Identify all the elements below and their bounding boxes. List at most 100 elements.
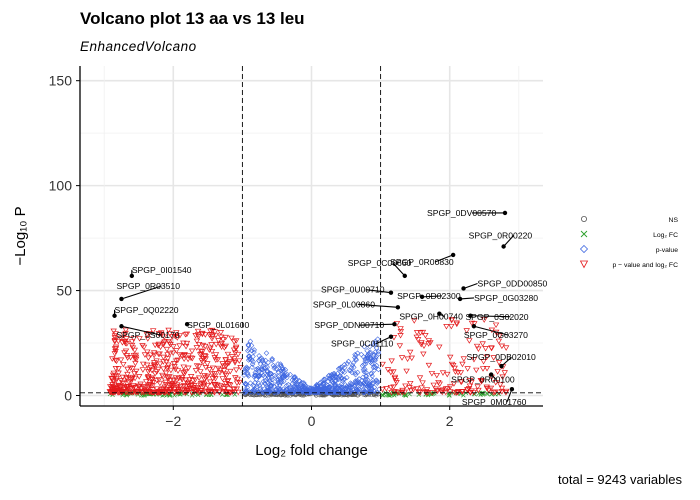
pvalue-and-fc-point (208, 342, 215, 348)
pvalue-and-fc-point (221, 371, 229, 378)
highlighted-point (450, 252, 456, 258)
pvalue-and-fc-point (132, 360, 139, 367)
highlighted-point (471, 324, 477, 329)
pvalue-and-fc-point (108, 375, 115, 382)
pvalue-and-fc-point (141, 387, 148, 394)
highlighted-point (502, 210, 508, 216)
pvalue-and-fc-point (195, 334, 202, 340)
pvalue-point (345, 358, 352, 365)
pvalue-and-fc-point (406, 385, 413, 391)
point-label: SPGP_0Q02220 (115, 305, 179, 315)
pvalue-point (243, 388, 249, 395)
pvalue-and-fc-point (181, 371, 188, 378)
pvalue-and-fc-point (162, 382, 170, 388)
pvalue-and-fc-point (202, 332, 209, 338)
pvalue-and-fc-point (122, 330, 129, 337)
pvalue-and-fc-point (403, 368, 410, 375)
pvalue-and-fc-point (209, 327, 216, 334)
pvalue-and-fc-point (128, 342, 136, 349)
pvalue-and-fc-point (222, 380, 230, 387)
pvalue-and-fc-point (160, 340, 167, 347)
pvalue-and-fc-point (192, 368, 200, 374)
connector-line (460, 297, 475, 300)
pvalue-and-fc-point (147, 352, 154, 358)
pvalue-and-fc-point (480, 317, 488, 323)
pvalue-and-fc-point (234, 376, 241, 383)
pvalue-and-fc-point (168, 334, 176, 340)
pvalue-and-fc-point (222, 334, 229, 341)
pvalue-and-fc-point (160, 359, 167, 365)
pvalue-and-fc-point (217, 342, 224, 348)
pvalue-point (265, 384, 271, 391)
pvalue-and-fc-point (188, 382, 196, 388)
pvalue-and-fc-point (177, 383, 184, 390)
pvalue-point (340, 378, 346, 384)
pvalue-and-fc-point (199, 359, 207, 366)
pvalue-point (332, 381, 339, 387)
pvalue-and-fc-point (197, 348, 205, 355)
pvalue-and-fc-point (483, 366, 491, 372)
pvalue-and-fc-point (221, 345, 228, 351)
pvalue-point (257, 361, 264, 367)
pvalue-and-fc-point (447, 354, 454, 361)
pvalue-point (352, 354, 358, 361)
point-label: SPGP_0H00740 (399, 312, 463, 322)
pvalue-and-fc-point (145, 374, 152, 380)
pvalue-point (283, 382, 290, 389)
pvalue-and-fc-point (212, 332, 220, 339)
pvalue-point (325, 378, 331, 385)
pvalue-point (375, 379, 381, 385)
pvalue-point (294, 381, 300, 387)
pvalue-point (364, 354, 371, 361)
pvalue-and-fc-point (110, 384, 117, 391)
pvalue-point (332, 374, 339, 380)
pvalue-point (368, 370, 374, 377)
pvalue-and-fc-point (160, 388, 167, 395)
pvalue-point (259, 355, 265, 362)
pvalue-and-fc-point (451, 390, 458, 396)
pvalue-and-fc-point (422, 389, 430, 395)
pvalue-and-fc-point (179, 376, 186, 383)
pvalue-point (364, 353, 371, 359)
pvalue-point (271, 365, 277, 371)
pvalue-point (261, 365, 267, 371)
pvalue-point (294, 386, 300, 393)
pvalue-and-fc-point (166, 383, 174, 389)
pvalue-and-fc-point (420, 343, 428, 350)
pvalue-and-fc-point (235, 389, 242, 396)
pvalue-point (363, 373, 369, 379)
pvalue-point (331, 389, 337, 395)
pvalue-point (362, 356, 368, 362)
pvalue-and-fc-point (479, 341, 486, 347)
pvalue-point (245, 348, 251, 354)
pvalue-and-fc-point (173, 377, 181, 384)
pvalue-and-fc-point (140, 384, 147, 390)
pvalue-and-fc-point (156, 380, 164, 387)
pvalue-and-fc-point (124, 384, 131, 390)
pvalue-and-fc-point (205, 388, 213, 395)
pvalue-and-fc-point (184, 356, 192, 363)
pvalue-point (301, 388, 308, 395)
pvalue-point (353, 352, 359, 359)
y-tick-label: 50 (56, 283, 72, 299)
pvalue-point (288, 384, 294, 390)
pvalue-and-fc-point (165, 327, 172, 334)
x-axis-title: Log₂ fold change (255, 442, 368, 459)
pvalue-point (346, 384, 352, 391)
pvalue-and-fc-point (442, 386, 450, 392)
pvalue-and-fc-point (164, 356, 171, 362)
pvalue-point (331, 381, 338, 388)
pvalue-point (361, 380, 367, 386)
pvalue-and-fc-point (480, 359, 487, 365)
ns-point (251, 393, 256, 398)
pvalue-and-fc-point (236, 358, 243, 364)
pvalue-and-fc-point (143, 379, 150, 385)
pvalue-and-fc-point (144, 336, 152, 342)
pvalue-point (362, 358, 368, 364)
pvalue-and-fc-point (174, 368, 182, 374)
pvalue-point (256, 368, 262, 375)
highlighted-point (461, 286, 466, 291)
pvalue-and-fc-point (232, 345, 240, 352)
pvalue-and-fc-point (187, 355, 195, 361)
